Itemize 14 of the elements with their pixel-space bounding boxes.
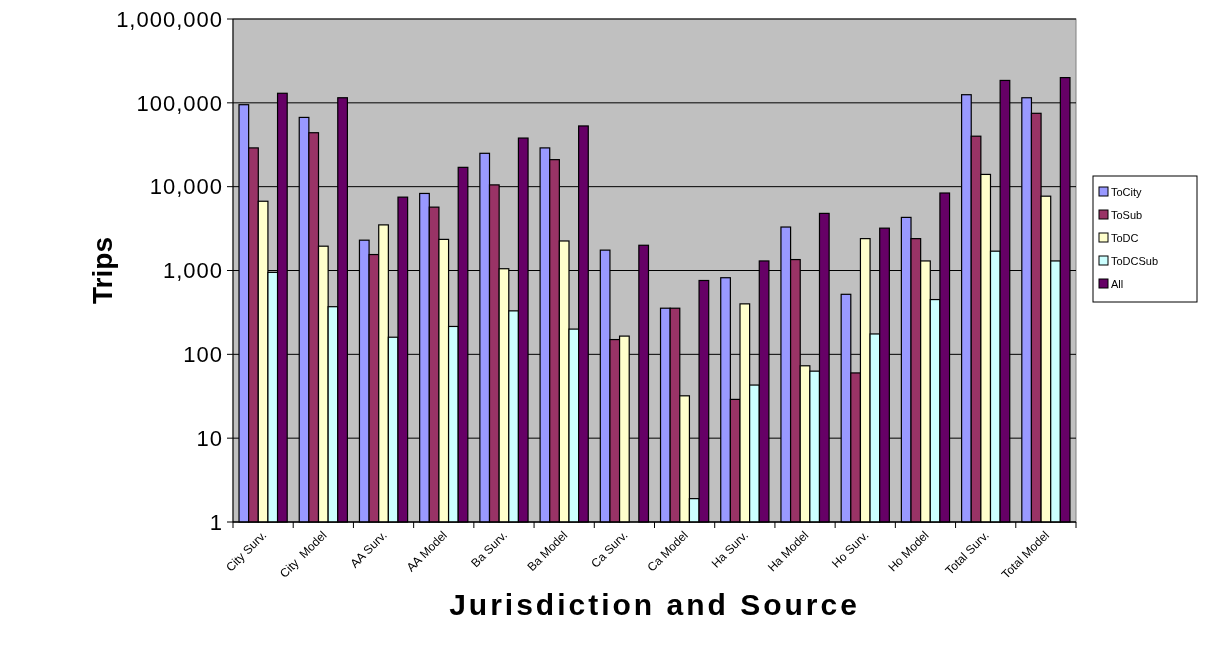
legend-label: ToSub: [1111, 208, 1143, 221]
y-tick-label: 1,000: [162, 258, 223, 284]
y-tick-label: 10,000: [149, 174, 223, 200]
y-axis-title: Trips: [87, 237, 118, 304]
legend-label: ToDC: [1111, 231, 1139, 244]
legend-label: ToDCSub: [1111, 254, 1159, 267]
y-tick-label: 1: [209, 509, 223, 535]
y-tick-label: 1,000,000: [116, 6, 223, 32]
y-tick-label: 10: [196, 425, 223, 451]
x-axis-title: Jurisdiction and Source: [449, 588, 860, 621]
y-tick-label: 100: [183, 342, 223, 368]
legend-label: All: [1111, 277, 1124, 290]
legend-label: ToCity: [1111, 185, 1143, 198]
y-tick-label: 100,000: [136, 90, 223, 116]
